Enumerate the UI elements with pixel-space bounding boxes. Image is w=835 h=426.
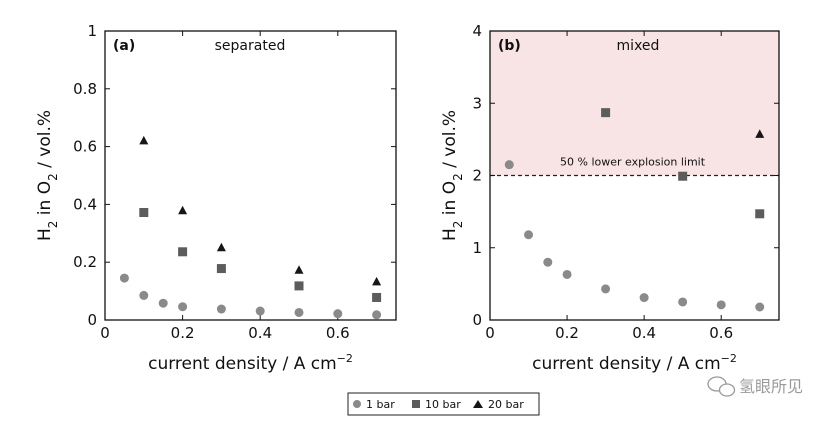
watermark: 氢眼所见: [707, 376, 803, 397]
x-tick-label: 0: [100, 324, 110, 342]
plot-frame: [104, 30, 397, 321]
threshold-label: 50 % lower explosion limit: [560, 156, 706, 169]
x-tick-label: 0: [485, 324, 495, 342]
x-axis-label: current density / A cm−2: [532, 352, 737, 374]
x-tick-label: 0.4: [632, 324, 656, 342]
point-1bar: [294, 307, 304, 317]
y-tick-label: 0: [87, 311, 97, 329]
legend-label-10bar: 10 bar: [425, 398, 461, 411]
y-tick-label: 0.6: [73, 138, 97, 156]
x-tick-label: 0.2: [171, 324, 195, 342]
y-tick-label: 1: [87, 22, 97, 40]
point-20bar: [216, 242, 226, 252]
point-1bar: [372, 310, 382, 320]
y-tick-label: 0.8: [73, 80, 97, 98]
x-tick-label: 0.2: [555, 324, 579, 342]
panel-title: separated: [215, 38, 286, 54]
point-20bar: [294, 265, 304, 274]
point-1bar: [543, 257, 553, 267]
point-10bar: [372, 292, 382, 302]
point-1bar: [639, 293, 649, 303]
panel-label: (a): [113, 38, 135, 54]
point-1bar: [716, 300, 726, 310]
point-1bar: [562, 269, 572, 279]
panel-title: mixed: [617, 38, 660, 54]
point-1bar: [158, 298, 168, 308]
y-tick-label: 0.4: [73, 195, 97, 213]
legend-marker-10bar: [412, 400, 420, 408]
point-1bar: [755, 302, 765, 312]
point-10bar: [294, 281, 304, 291]
point-1bar: [504, 160, 514, 170]
point-1bar: [333, 309, 343, 319]
chart-panel-a: 0 0.2 0.4 0.6 0.8 1 0 0.2 0.4 0.6 (a) separated curr…: [35, 22, 397, 374]
point-1bar: [178, 302, 188, 312]
point-1bar: [255, 306, 265, 316]
point-10bar: [601, 108, 611, 118]
y-tick-label: 1: [472, 239, 482, 257]
point-1bar: [139, 290, 149, 300]
point-20bar: [178, 205, 188, 215]
y-tick-label: 3: [472, 94, 482, 112]
point-20bar: [372, 276, 382, 286]
panel-label: (b): [498, 38, 521, 54]
watermark-text: 氢眼所见: [739, 377, 803, 396]
point-1bar: [216, 304, 226, 314]
y-tick-label: 4: [472, 22, 482, 40]
point-10bar: [755, 209, 765, 219]
legend-marker-1bar: [353, 400, 361, 408]
point-1bar: [601, 284, 611, 294]
y-axis-label: H2 in O2 / vol.%: [35, 110, 60, 241]
chart-panel-b: 50 % lower explosion limit 0 1 2 3 4 0 0.2 0.4 0.…: [440, 22, 780, 374]
point-1bar: [524, 230, 534, 240]
wechat-icon: [707, 376, 736, 397]
legend: 1 bar 10 bar 20 bar: [347, 392, 540, 416]
legend-box: [347, 392, 540, 416]
y-axis-label: H2 in O2 / vol.%: [440, 110, 465, 241]
y-tick-label: 0: [472, 311, 482, 329]
point-20bar: [139, 135, 149, 145]
point-10bar: [178, 247, 188, 257]
point-1bar: [119, 273, 129, 283]
x-axis-label: current density / A cm−2: [148, 352, 353, 374]
x-tick-label: 0.6: [709, 324, 733, 342]
point-1bar: [678, 297, 688, 307]
explosion-region-shade: [490, 31, 779, 176]
x-tick-label: 0.6: [326, 324, 350, 342]
x-tick-label: 0.4: [248, 324, 272, 342]
legend-label-1bar: 1 bar: [366, 398, 395, 411]
point-10bar: [216, 264, 226, 274]
point-10bar: [139, 207, 149, 217]
point-20bar: [755, 129, 765, 138]
point-10bar: [678, 171, 688, 181]
y-tick-label: 0.2: [73, 253, 97, 271]
legend-marker-20bar: [473, 400, 483, 408]
legend-label-20bar: 20 bar: [488, 398, 524, 411]
y-tick-label: 2: [472, 167, 482, 185]
